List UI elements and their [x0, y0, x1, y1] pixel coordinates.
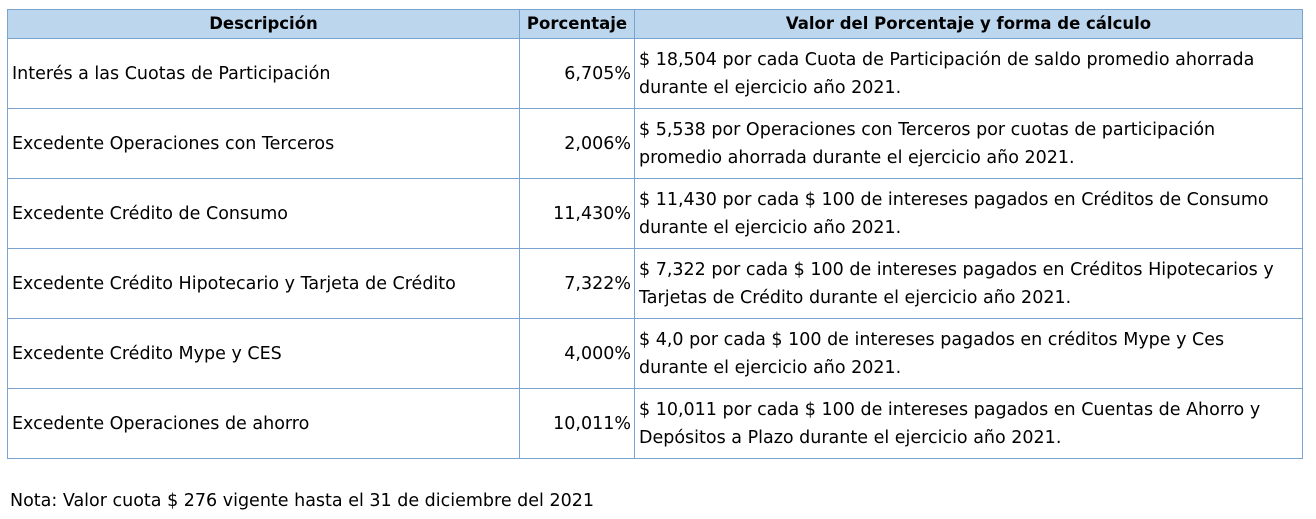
table-row: Excedente Crédito de Consumo 11,430% $ 1…: [7, 178, 1303, 249]
row-descripcion: Excedente Crédito Hipotecario y Tarjeta …: [7, 248, 520, 319]
row-porcentaje: 2,006%: [519, 108, 635, 179]
table-row: Interés a las Cuotas de Participación 6,…: [7, 38, 1303, 109]
row-valor: $ 10,011 por cada $ 100 de intereses pag…: [634, 388, 1303, 459]
row-descripcion: Excedente Operaciones con Terceros: [7, 108, 520, 179]
row-valor-line2: durante el ejercicio año 2021.: [639, 357, 902, 378]
row-valor-line2: promedio ahorrada durante el ejercicio a…: [639, 147, 1075, 168]
row-porcentaje: 4,000%: [519, 318, 635, 389]
row-descripcion: Excedente Crédito Mype y CES: [7, 318, 520, 389]
header-descripcion: Descripción: [7, 9, 520, 39]
row-valor-line1: $ 18,504 por cada Cuota de Participación…: [639, 49, 1255, 70]
row-porcentaje: 10,011%: [519, 388, 635, 459]
row-descripcion: Excedente Crédito de Consumo: [7, 178, 520, 249]
row-valor-line2: Tarjetas de Crédito durante el ejercicio…: [639, 287, 1072, 308]
table-row: Excedente Crédito Hipotecario y Tarjeta …: [7, 248, 1303, 319]
distribution-table: Descripción Porcentaje Valor del Porcent…: [7, 9, 1303, 459]
row-porcentaje: 6,705%: [519, 38, 635, 109]
row-valor-line1: $ 10,011 por cada $ 100 de intereses pag…: [639, 399, 1261, 420]
row-descripcion: Interés a las Cuotas de Participación: [7, 38, 520, 109]
row-valor: $ 11,430 por cada $ 100 de intereses pag…: [634, 178, 1303, 249]
table-row: Excedente Operaciones con Terceros 2,006…: [7, 108, 1303, 179]
footnote: Nota: Valor cuota $ 276 vigente hasta el…: [10, 491, 595, 511]
row-valor: $ 18,504 por cada Cuota de Participación…: [634, 38, 1303, 109]
row-valor: $ 5,538 por Operaciones con Terceros por…: [634, 108, 1303, 179]
row-valor: $ 4,0 por cada $ 100 de intereses pagado…: [634, 318, 1303, 389]
row-valor-line2: durante el ejercicio año 2021.: [639, 217, 902, 238]
row-descripcion: Excedente Operaciones de ahorro: [7, 388, 520, 459]
row-valor-line2: Depósitos a Plazo durante el ejercicio a…: [639, 427, 1062, 448]
table-row: Excedente Operaciones de ahorro 10,011% …: [7, 388, 1303, 459]
row-valor-line2: durante el ejercicio año 2021.: [639, 77, 902, 98]
header-row: Descripción Porcentaje Valor del Porcent…: [7, 9, 1303, 39]
row-porcentaje: 7,322%: [519, 248, 635, 319]
row-porcentaje: 11,430%: [519, 178, 635, 249]
row-valor-line1: $ 7,322 por cada $ 100 de intereses paga…: [639, 259, 1274, 280]
table-row: Excedente Crédito Mype y CES 4,000% $ 4,…: [7, 318, 1303, 389]
header-porcentaje: Porcentaje: [519, 9, 635, 39]
row-valor-line1: $ 11,430 por cada $ 100 de intereses pag…: [639, 189, 1269, 210]
table-header: Descripción Porcentaje Valor del Porcent…: [7, 9, 1303, 39]
row-valor-line1: $ 4,0 por cada $ 100 de intereses pagado…: [639, 329, 1225, 350]
table-body: Interés a las Cuotas de Participación 6,…: [7, 38, 1303, 459]
row-valor: $ 7,322 por cada $ 100 de intereses paga…: [634, 248, 1303, 319]
row-valor-line1: $ 5,538 por Operaciones con Terceros por…: [639, 119, 1216, 140]
header-valor: Valor del Porcentaje y forma de cálculo: [634, 9, 1303, 39]
